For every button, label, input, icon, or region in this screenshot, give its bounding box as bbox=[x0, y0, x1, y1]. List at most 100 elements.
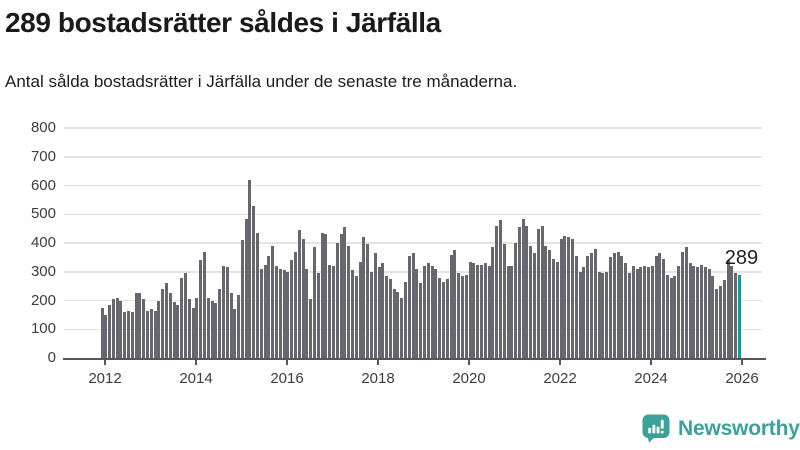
bar bbox=[544, 245, 548, 358]
x-axis-tick bbox=[741, 358, 743, 365]
bar bbox=[225, 267, 229, 358]
x-axis-tick-label: 2024 bbox=[634, 370, 668, 387]
bar bbox=[540, 225, 544, 358]
bar bbox=[183, 273, 187, 358]
bar bbox=[491, 247, 495, 358]
bar bbox=[464, 274, 468, 358]
bar bbox=[411, 253, 415, 358]
bar bbox=[703, 267, 707, 358]
bar bbox=[643, 266, 647, 358]
bar bbox=[153, 310, 157, 358]
bar bbox=[290, 260, 294, 358]
bar bbox=[400, 297, 404, 358]
bar bbox=[350, 270, 354, 358]
bar bbox=[563, 235, 567, 358]
bar bbox=[658, 253, 662, 358]
bar bbox=[479, 264, 483, 358]
bar bbox=[555, 261, 559, 358]
bar bbox=[722, 280, 726, 358]
x-axis-tick-label: 2022 bbox=[543, 370, 577, 387]
bar bbox=[423, 266, 427, 358]
bar bbox=[582, 267, 586, 358]
bar bbox=[476, 264, 480, 358]
y-axis-tick-label: 500 bbox=[30, 205, 56, 223]
bar bbox=[487, 266, 491, 358]
y-axis-tick-label: 200 bbox=[30, 291, 56, 309]
bar bbox=[108, 304, 112, 358]
bar bbox=[472, 263, 476, 358]
bar bbox=[620, 255, 624, 358]
y-axis-tick-label: 600 bbox=[30, 176, 56, 194]
bar bbox=[252, 205, 256, 358]
bar bbox=[597, 271, 601, 358]
annotation-last-value: 289 bbox=[724, 246, 759, 269]
bar bbox=[468, 261, 472, 358]
bar bbox=[316, 273, 320, 358]
bar bbox=[267, 255, 271, 358]
bar bbox=[681, 251, 685, 358]
y-axis-tick-label: 400 bbox=[30, 234, 56, 251]
bar bbox=[654, 255, 658, 358]
newsworthy-logo-text: Newsworthy bbox=[678, 416, 800, 440]
bar bbox=[233, 309, 237, 358]
bar bbox=[669, 277, 673, 358]
bar bbox=[525, 225, 529, 358]
bar bbox=[684, 247, 688, 358]
bar bbox=[673, 276, 677, 358]
bar bbox=[229, 293, 233, 358]
chart-subtitle: Antal sålda bostadsrätter i Järfälla und… bbox=[5, 72, 518, 91]
bar bbox=[176, 304, 180, 358]
bar bbox=[206, 297, 210, 358]
bar bbox=[157, 300, 161, 358]
bar bbox=[521, 218, 525, 358]
bar bbox=[286, 271, 290, 358]
bar bbox=[574, 255, 578, 358]
bar bbox=[616, 251, 620, 358]
gridline bbox=[64, 213, 762, 215]
bar bbox=[259, 268, 263, 358]
bar bbox=[161, 289, 165, 358]
bar bbox=[294, 251, 298, 358]
x-axis-tick bbox=[195, 358, 197, 365]
bar bbox=[396, 291, 400, 358]
bar bbox=[590, 253, 593, 358]
bar bbox=[696, 267, 700, 358]
bar bbox=[119, 300, 123, 358]
bar bbox=[104, 314, 108, 358]
bar bbox=[460, 276, 464, 358]
y-axis-tick-label: 100 bbox=[30, 320, 56, 338]
newsworthy-chart-bubble-icon bbox=[642, 414, 670, 443]
x-axis-line bbox=[63, 358, 766, 360]
bar bbox=[567, 237, 571, 358]
bar bbox=[381, 263, 385, 358]
bar bbox=[199, 260, 203, 358]
bar bbox=[320, 232, 324, 358]
bar bbox=[149, 309, 153, 358]
gridline bbox=[64, 156, 762, 158]
bar bbox=[445, 278, 449, 358]
bar bbox=[734, 273, 738, 358]
bar bbox=[631, 266, 635, 358]
x-axis-tick bbox=[104, 358, 106, 365]
bar bbox=[650, 266, 654, 358]
bar bbox=[138, 293, 142, 358]
x-axis-tick bbox=[650, 358, 652, 365]
bar bbox=[529, 245, 533, 358]
bar bbox=[221, 266, 225, 358]
bar bbox=[343, 227, 347, 358]
gridline bbox=[64, 242, 762, 244]
bar bbox=[278, 268, 282, 358]
bar bbox=[677, 266, 681, 358]
bar bbox=[700, 264, 704, 358]
bar bbox=[172, 301, 176, 358]
y-axis-tick-label: 300 bbox=[30, 262, 56, 280]
bar bbox=[168, 293, 172, 358]
bar bbox=[146, 310, 150, 358]
bar bbox=[407, 255, 411, 358]
bar bbox=[366, 244, 370, 358]
bar bbox=[453, 250, 457, 358]
newsworthy-logo: Newsworthy bbox=[642, 414, 800, 443]
bar bbox=[506, 266, 510, 358]
bar bbox=[392, 289, 396, 358]
